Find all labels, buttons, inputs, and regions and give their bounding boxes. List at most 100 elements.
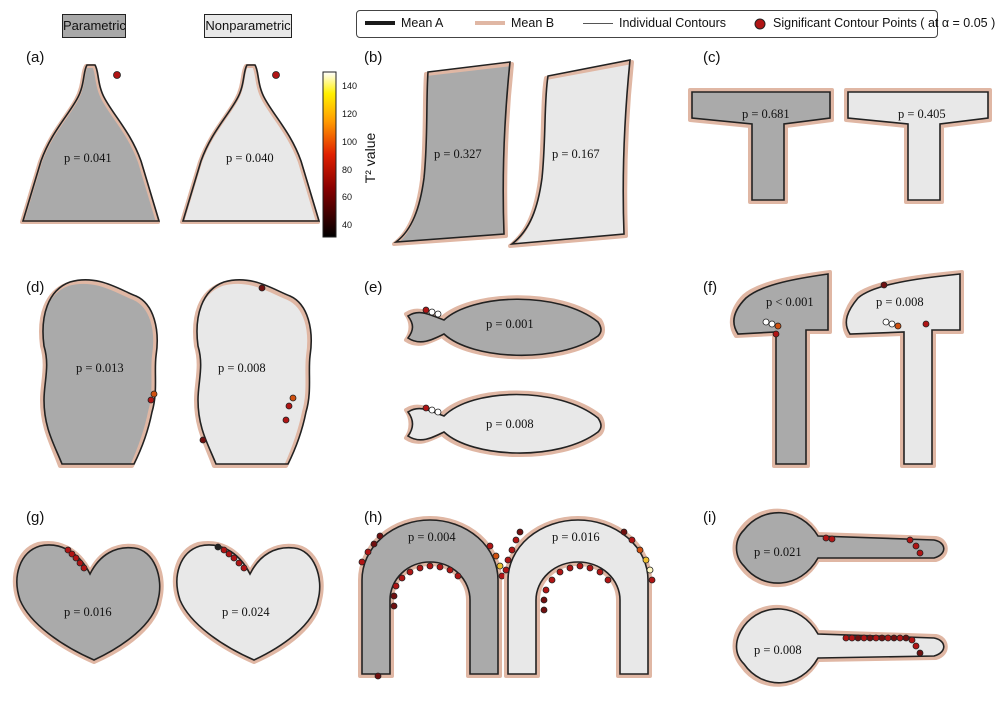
colorbar-tick-100: 100 <box>342 137 357 147</box>
sig-point <box>828 535 836 543</box>
panel-label: (b) <box>364 49 382 66</box>
sig-point <box>894 322 902 330</box>
p-value-param: p < 0.001 <box>766 295 814 309</box>
colorbar-tick-80: 80 <box>342 165 352 175</box>
p-value-param: p = 0.021 <box>754 545 802 559</box>
colorbar-tick-40: 40 <box>342 220 352 230</box>
mean-a-swatch <box>365 21 395 25</box>
nonparam-shape <box>508 59 634 248</box>
panel-label: (a) <box>26 49 44 66</box>
nonparametric-header: Nonparametric <box>204 14 292 38</box>
sig-point <box>240 564 248 572</box>
sig-point <box>912 542 920 550</box>
legend-mean-b: Mean B <box>511 16 555 30</box>
mean-b-swatch <box>475 21 505 25</box>
colorbar-tick-140: 140 <box>342 81 357 91</box>
sig-points-nonparam <box>502 528 656 614</box>
legend-individual: Individual Contours <box>619 16 727 30</box>
significant-point-icon <box>754 18 766 30</box>
sig-point <box>916 549 924 557</box>
sig-point <box>150 390 158 398</box>
nonparam-shape <box>193 279 312 468</box>
panel-label: (e) <box>364 279 382 296</box>
sig-point <box>772 330 780 338</box>
sig-point <box>422 404 430 412</box>
sig-points-param <box>358 532 506 680</box>
sig-point <box>258 284 266 292</box>
sig-point <box>285 402 293 410</box>
legend-significant: Significant Contour Points ( at α = 0.05… <box>773 16 996 30</box>
param-shape <box>20 64 161 224</box>
colorbar-ticks: 140 120 100 80 60 40 <box>342 81 357 230</box>
panel-label: (i) <box>703 509 716 526</box>
param-shape <box>404 295 605 360</box>
param-shape <box>688 88 834 204</box>
nonparam-shape <box>732 604 948 687</box>
sig-point <box>428 308 436 316</box>
panel-i: (i) p = 0.021 <box>703 508 948 687</box>
sig-point <box>822 534 830 542</box>
nonparam-shape <box>504 516 652 678</box>
sig-point <box>64 546 72 554</box>
sig-point <box>434 310 442 318</box>
p-value-nonparam: p = 0.008 <box>486 417 534 431</box>
sig-point <box>906 536 914 544</box>
sig-point <box>434 408 442 416</box>
panel-b: (b) p = 0.327 p = 0.167 <box>364 49 634 248</box>
sig-point <box>289 394 297 402</box>
sig-point <box>76 559 84 567</box>
panel-c: (c) p = 0.681 p = 0.405 <box>688 49 992 204</box>
panel-label: (h) <box>364 509 382 526</box>
legend: Mean A Mean B Individual Contours Signif… <box>356 10 995 38</box>
p-value-param: p = 0.001 <box>486 317 534 331</box>
panel-label: (d) <box>26 279 44 296</box>
p-value-nonparam: p = 0.167 <box>552 147 600 161</box>
param-shape <box>39 279 158 468</box>
sig-point <box>880 281 888 289</box>
sig-point <box>882 318 890 326</box>
sig-point <box>220 546 228 554</box>
panel-e: (e) p = 0.001 p = 0.008 <box>364 279 605 457</box>
p-value-param: p = 0.004 <box>408 530 456 544</box>
p-value-nonparam: p = 0.008 <box>876 295 924 309</box>
nonparam-shape <box>404 390 605 457</box>
panel-d: (d) p = 0.013 p = 0.008 <box>26 279 312 468</box>
sig-point <box>422 306 430 314</box>
sig-point <box>147 396 155 404</box>
sig-point <box>768 320 776 328</box>
panel-h: (h) p = 0.004 <box>358 509 656 680</box>
param-shape <box>392 61 514 246</box>
p-value-param: p = 0.016 <box>64 605 112 619</box>
colorbar: 140 120 100 80 60 40 T² value <box>322 71 378 238</box>
colorbar-tick-60: 60 <box>342 192 352 202</box>
sig-point <box>272 71 280 79</box>
param-shape <box>729 270 832 468</box>
sig-point <box>113 71 121 79</box>
sig-point <box>68 550 76 558</box>
panel-g: (g) p = 0.016 p = 0.024 <box>12 509 324 664</box>
param-shape <box>12 541 164 664</box>
nonparam-shape <box>844 88 992 204</box>
sig-point <box>214 543 222 551</box>
p-value-nonparam: p = 0.016 <box>552 530 600 544</box>
individual-swatch <box>583 23 613 24</box>
p-value-param: p = 0.327 <box>434 147 482 161</box>
parametric-header: Parametric <box>62 14 126 38</box>
colorbar-label: T² value <box>362 133 378 184</box>
sig-point <box>428 406 436 414</box>
sig-point <box>225 550 233 558</box>
param-shape <box>732 508 948 588</box>
sig-point <box>80 564 88 572</box>
nonparam-shape <box>180 64 321 224</box>
sig-point <box>72 554 80 562</box>
nonparam-shape <box>172 541 324 664</box>
panel-f: (f) p < 0.001 p = 0.008 <box>703 270 964 468</box>
p-value-nonparam: p = 0.024 <box>222 605 270 619</box>
p-value-param: p = 0.013 <box>76 361 124 375</box>
panel-label: (f) <box>703 279 717 296</box>
p-value-param: p = 0.041 <box>64 151 112 165</box>
panel-a: (a) p = 0.041 p = 0.040 <box>20 49 321 224</box>
p-value-nonparam: p = 0.405 <box>898 107 946 121</box>
legend-mean-a: Mean A <box>401 16 444 30</box>
